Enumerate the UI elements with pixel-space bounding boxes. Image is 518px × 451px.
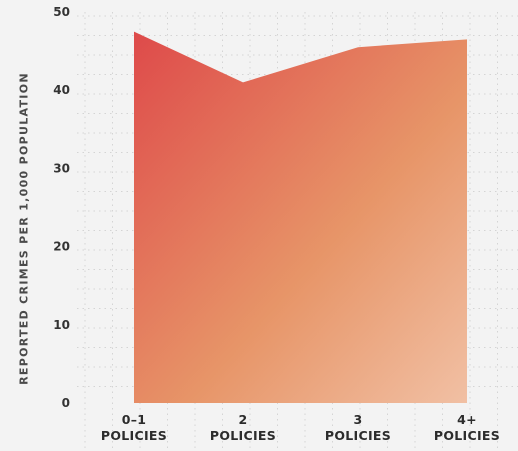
area-series	[134, 31, 467, 403]
y-tick-label: 40	[53, 83, 70, 97]
y-axis-ticks: 0 10 20 30 40 50	[53, 5, 70, 410]
area-fill	[134, 31, 467, 403]
x-tick-label: 3 POLICIES	[325, 412, 391, 443]
x-axis-ticks: 0–1 POLICIES 2 POLICIES 3 POLICIES 4+ POLICIES	[101, 412, 500, 443]
x-tick-label: 2 POLICIES	[210, 412, 276, 443]
y-tick-label: 30	[53, 161, 70, 175]
y-tick-label: 20	[53, 240, 70, 254]
x-tick-label: 4+ POLICIES	[434, 412, 500, 443]
x-tick-label: 0–1 POLICIES	[101, 412, 167, 443]
y-tick-label: 0	[62, 396, 70, 410]
y-tick-label: 10	[53, 318, 70, 332]
y-tick-label: 50	[53, 5, 70, 19]
y-axis-label: REPORTED CRIMES PER 1,000 POPULATION	[17, 72, 31, 385]
